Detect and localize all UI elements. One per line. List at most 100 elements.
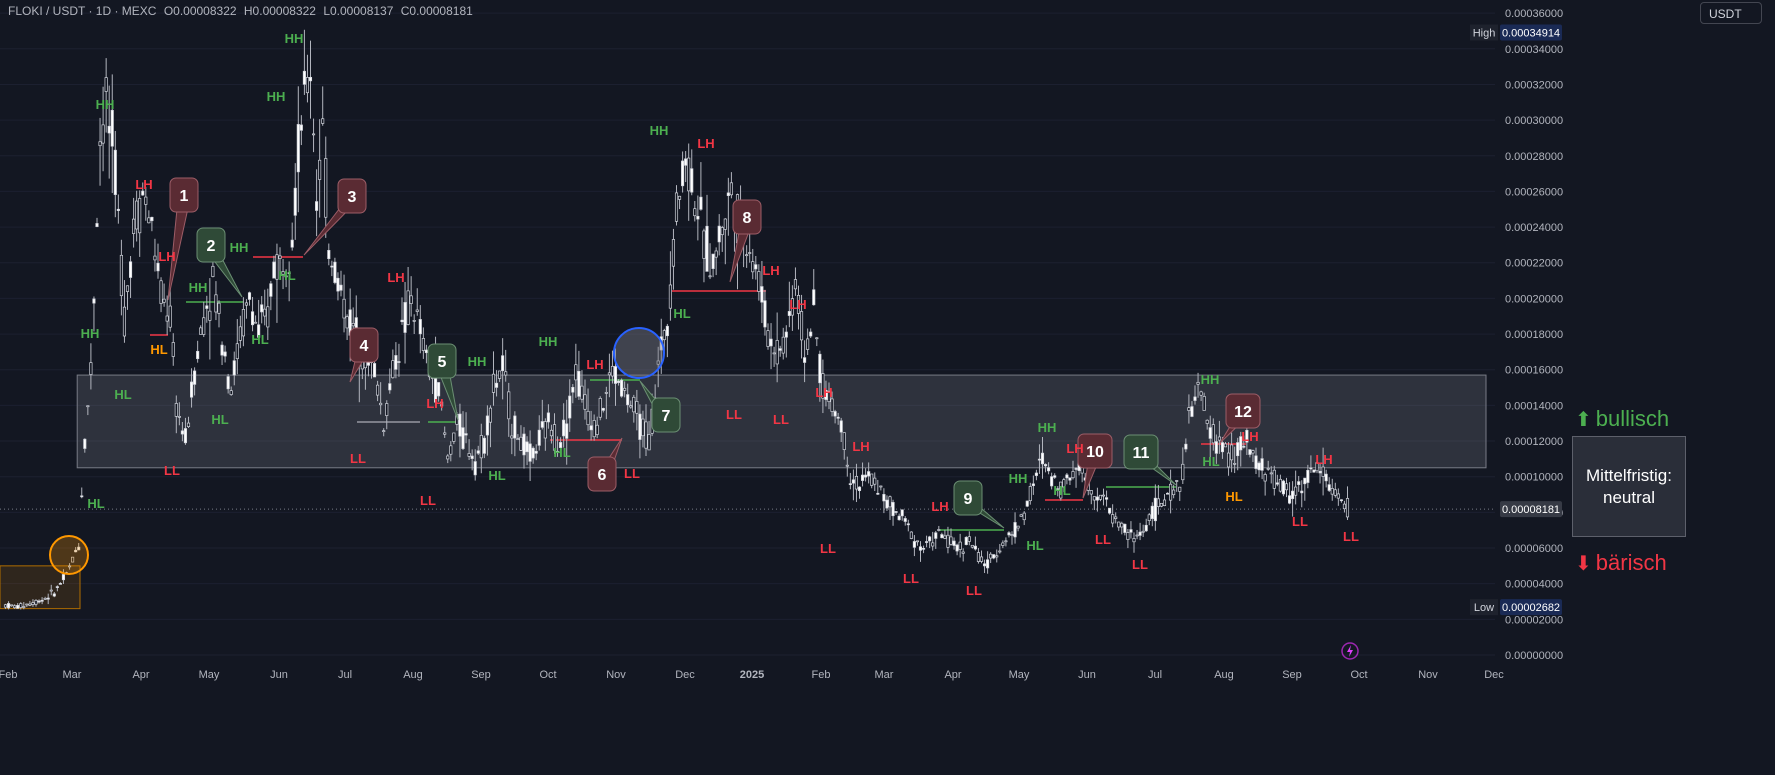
candle-body	[1275, 482, 1279, 485]
candle-body	[1287, 495, 1292, 504]
candle-body	[223, 351, 227, 357]
swing-label: LL	[1095, 532, 1111, 547]
price-tick: 0.00026000	[1505, 186, 1563, 198]
time-tick: Sep	[471, 669, 491, 681]
callout-number: 1	[180, 188, 189, 205]
candle-body	[513, 415, 517, 439]
swing-label: LH	[762, 263, 779, 278]
time-tick: Oct	[1350, 669, 1367, 681]
candle-body	[613, 366, 618, 384]
candle-body	[620, 379, 624, 397]
circle-markers	[49, 327, 665, 575]
candle-body	[894, 511, 898, 513]
candle-body	[1324, 473, 1328, 482]
candle-body	[220, 344, 224, 356]
candle-body	[1312, 469, 1316, 473]
time-tick: May	[1009, 669, 1030, 681]
candle-body	[687, 157, 691, 192]
candle-body	[781, 336, 785, 354]
candle-body	[22, 606, 26, 608]
candle-body	[1007, 532, 1011, 536]
candle-body	[705, 225, 709, 272]
candle-body	[565, 423, 569, 439]
candle-body	[1165, 492, 1170, 495]
time-tick: Mar	[875, 669, 894, 681]
low-value: L0.00008137	[323, 4, 394, 18]
candle-body	[778, 348, 782, 351]
candle-body	[552, 424, 557, 451]
candle-body	[202, 317, 206, 335]
candle-body	[1150, 505, 1154, 519]
price-tick: 0.00000000	[1505, 650, 1563, 662]
candle-body	[943, 535, 947, 539]
candle-body	[247, 292, 252, 300]
candle-body	[77, 546, 81, 551]
swing-label: LH	[1241, 429, 1258, 444]
candle-body	[934, 532, 938, 539]
time-tick: Apr	[132, 669, 149, 681]
time-tick: Nov	[606, 669, 626, 681]
price-tick: 0.00014000	[1505, 400, 1563, 412]
candle-body	[876, 492, 880, 495]
candle-body	[516, 438, 520, 441]
price-tick: 0.00028000	[1505, 151, 1563, 163]
candle-body	[1004, 540, 1008, 543]
candle-body	[501, 355, 505, 372]
candle-body	[946, 534, 950, 548]
candle-body	[1333, 489, 1337, 496]
candle-body	[1132, 538, 1136, 543]
candle-body	[162, 298, 166, 303]
candle-body	[211, 265, 215, 277]
price-tag-value: 0.00002682	[1502, 602, 1560, 614]
candle-body	[748, 252, 752, 254]
candle-body	[806, 338, 810, 350]
time-tick: Feb	[812, 669, 831, 681]
candle-body	[1254, 455, 1258, 469]
candle-body	[793, 279, 798, 290]
candle-body	[1294, 486, 1298, 496]
time-tick: Jun	[1078, 669, 1096, 681]
candle-body	[1190, 406, 1194, 417]
candle-body	[995, 555, 999, 558]
candle-body	[1062, 479, 1066, 488]
lightning-icon[interactable]	[1341, 642, 1359, 660]
time-tick: Jul	[1148, 669, 1162, 681]
candle-body	[626, 394, 630, 406]
candle-body	[1211, 424, 1215, 444]
candle-body	[177, 416, 181, 418]
candle-body	[635, 401, 639, 414]
candle-body	[467, 453, 471, 457]
candle-body	[1336, 493, 1340, 499]
currency-button[interactable]: USDT	[1700, 2, 1762, 24]
candle-body	[583, 394, 587, 410]
swing-label: HH	[267, 89, 286, 104]
candle-body	[1043, 464, 1048, 467]
callout-box	[953, 480, 983, 516]
candle-body	[790, 298, 794, 316]
time-tick: Nov	[1418, 669, 1438, 681]
callout-number: 12	[1234, 404, 1252, 421]
candle-body	[839, 420, 843, 433]
candle-body	[1016, 525, 1020, 529]
swing-label: LL	[903, 571, 919, 586]
candle-body	[13, 605, 17, 609]
candle-body	[540, 421, 544, 428]
candle-body	[708, 275, 712, 278]
candle-body	[717, 225, 721, 243]
candle-body	[186, 422, 191, 428]
candle-body	[1278, 478, 1282, 492]
candle-body	[1272, 469, 1276, 489]
candle-body	[1205, 419, 1209, 424]
candle-body	[571, 386, 575, 393]
candle-body	[1013, 522, 1017, 538]
candle-body	[312, 133, 316, 136]
candle-body	[836, 416, 840, 419]
swing-label: HH	[1201, 372, 1220, 387]
symbol-label[interactable]: FLOKI / USDT · 1D · MEXC	[8, 4, 157, 18]
candle-body	[723, 218, 727, 230]
candle-body	[339, 284, 343, 291]
candle-body	[272, 261, 276, 279]
candle-body	[1309, 467, 1313, 470]
